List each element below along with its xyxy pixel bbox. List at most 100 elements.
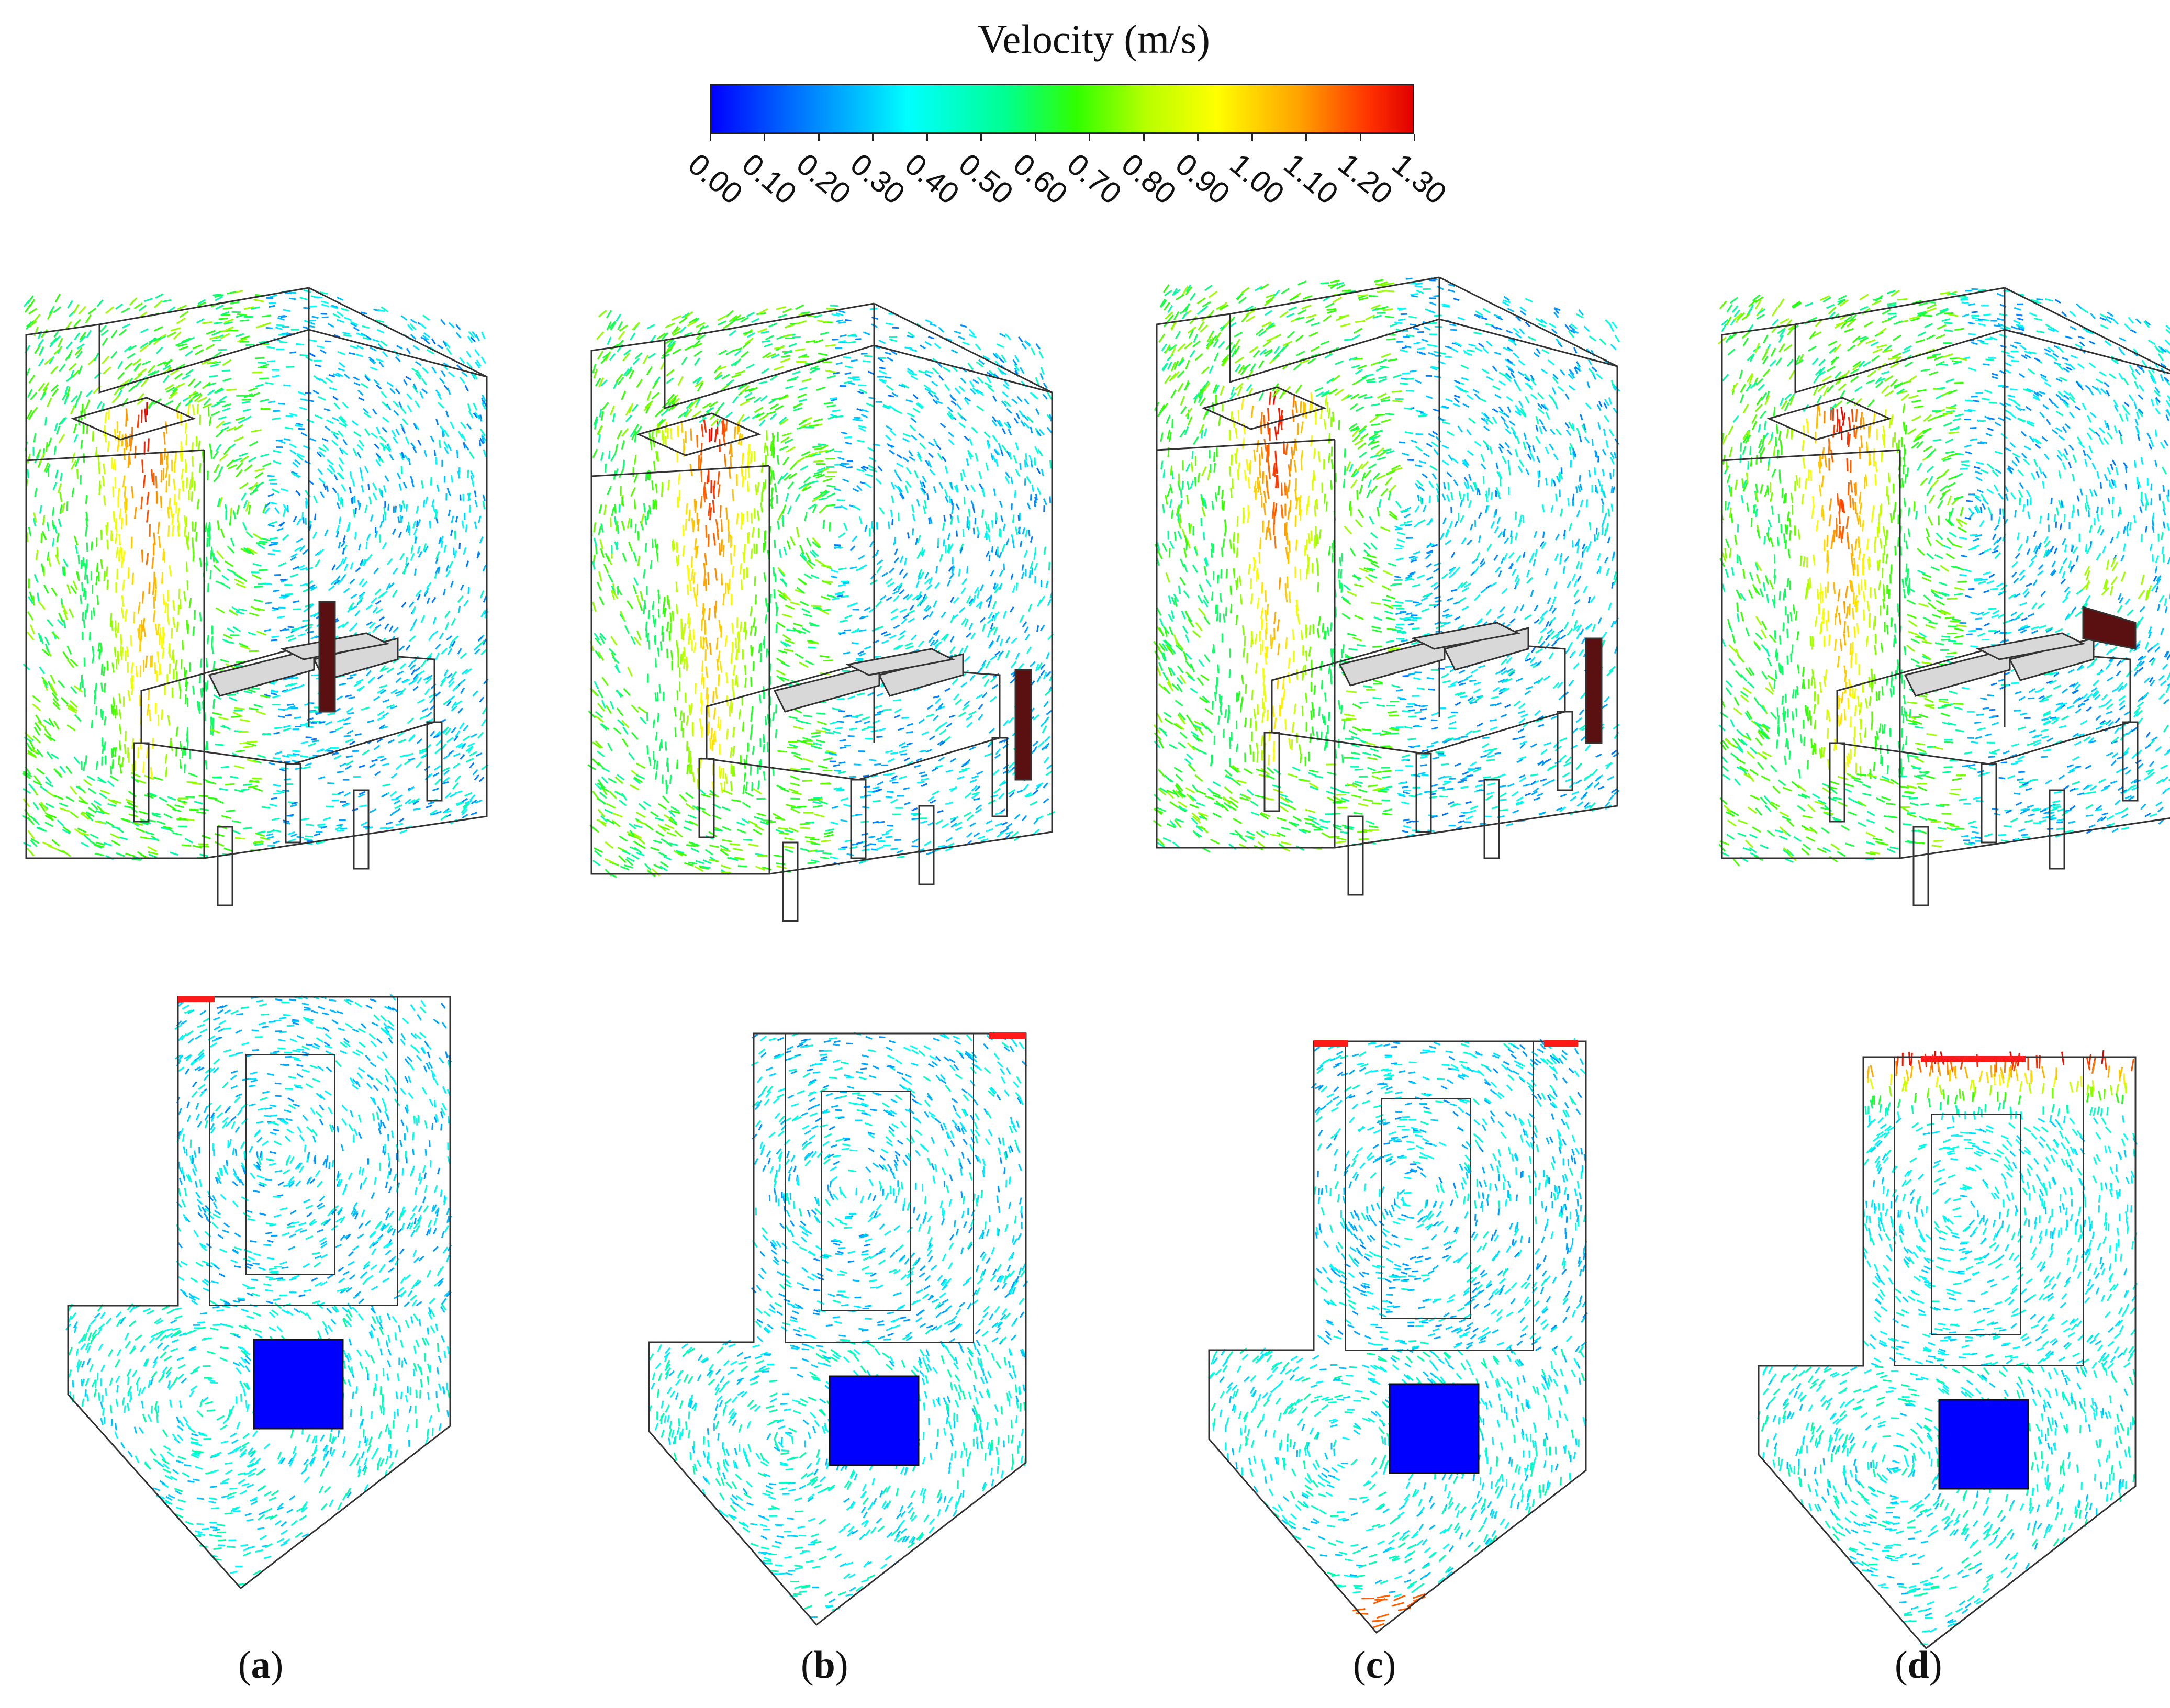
velocity-vector [995,812,1003,815]
velocity-vector [996,420,1002,427]
velocity-vector [864,606,871,612]
velocity-vector [826,750,837,754]
velocity-vector [964,619,969,627]
velocity-vector [592,364,597,374]
velocity-vector [284,689,292,693]
velocity-vector [599,635,605,644]
velocity-vector [374,588,382,595]
velocity-vector [247,688,256,693]
velocity-vector [124,362,133,370]
velocity-vector [725,411,733,419]
velocity-vector [336,502,341,509]
velocity-vector [469,470,475,478]
velocity-vector [678,411,686,419]
velocity-vector [595,377,601,387]
velocity-vector [832,731,841,734]
velocity-vector [956,403,962,410]
velocity-vector [86,775,95,781]
velocity-vector [1015,442,1019,451]
velocity-vector [912,513,916,522]
velocity-vector [32,518,36,526]
velocity-vector [719,767,723,779]
velocity-vector [894,409,902,414]
velocity-vector [752,788,763,795]
velocity-vector [237,338,248,343]
velocity-vector [184,526,186,537]
velocity-vector [299,407,307,411]
velocity-vector [51,388,59,397]
velocity-vector [201,835,211,840]
velocity-vector [732,746,735,756]
velocity-vector [899,589,905,595]
velocity-vector [202,450,204,460]
velocity-vector [287,703,294,706]
colorbar-tick-mark [1089,134,1091,141]
velocity-vector [239,643,248,648]
velocity-vector [214,799,224,804]
velocity-vector [632,322,640,331]
velocity-vector [74,399,79,408]
velocity-vector [455,324,461,330]
velocity-vector [328,585,335,591]
velocity-vector [858,425,866,429]
velocity-vector [94,352,99,362]
velocity-vector [256,631,267,636]
velocity-vector [650,811,659,818]
velocity-vector [356,332,364,337]
velocity-vector [876,846,884,850]
velocity-vector [291,686,299,690]
velocity-vector [117,434,120,447]
velocity-vector [459,494,462,501]
velocity-vector [784,438,793,444]
velocity-vector [409,734,416,741]
velocity-vector [267,360,276,363]
velocity-vector [986,828,993,833]
velocity-vector [54,770,62,778]
velocity-vector [370,366,378,371]
velocity-vector [980,838,989,842]
velocity-vector [906,594,913,601]
velocity-vector [215,443,222,452]
velocity-vector [782,333,793,338]
velocity-vector [124,496,128,508]
velocity-vector [750,731,753,740]
velocity-vector [875,625,884,631]
velocity-vector [111,395,120,404]
velocity-vector [1037,448,1043,457]
velocity-vector [840,746,846,749]
colorbar-tick-mark [926,134,928,141]
velocity-vector [85,390,93,398]
velocity-vector [941,611,946,619]
velocity-vector [212,339,221,342]
velocity-vector [757,510,760,521]
velocity-vector [619,835,628,842]
velocity-vector [771,354,780,359]
velocity-vector [479,429,486,436]
velocity-vector [155,293,164,299]
velocity-vector [398,483,402,491]
velocity-vector [181,468,184,480]
velocity-vector [172,600,175,611]
velocity-vector [1034,563,1038,571]
velocity-vector [175,383,185,389]
velocity-vector [861,615,868,618]
velocity-vector [834,506,842,509]
velocity-vector [269,803,277,807]
velocity-vector [371,759,378,762]
velocity-vector [717,471,720,485]
velocity-vector [799,554,807,562]
velocity-vector [446,347,452,355]
velocity-vector [110,748,114,758]
velocity-vector [930,799,936,804]
velocity-vector [337,770,344,773]
velocity-vector [669,428,673,440]
velocity-vector [821,580,832,585]
velocity-vector [468,410,474,419]
velocity-vector [208,797,218,800]
velocity-vector [690,847,700,853]
velocity-vector [999,369,1007,375]
velocity-vector [417,546,421,554]
velocity-vector [432,617,437,625]
velocity-vector [296,454,304,461]
velocity-vector [754,407,764,413]
